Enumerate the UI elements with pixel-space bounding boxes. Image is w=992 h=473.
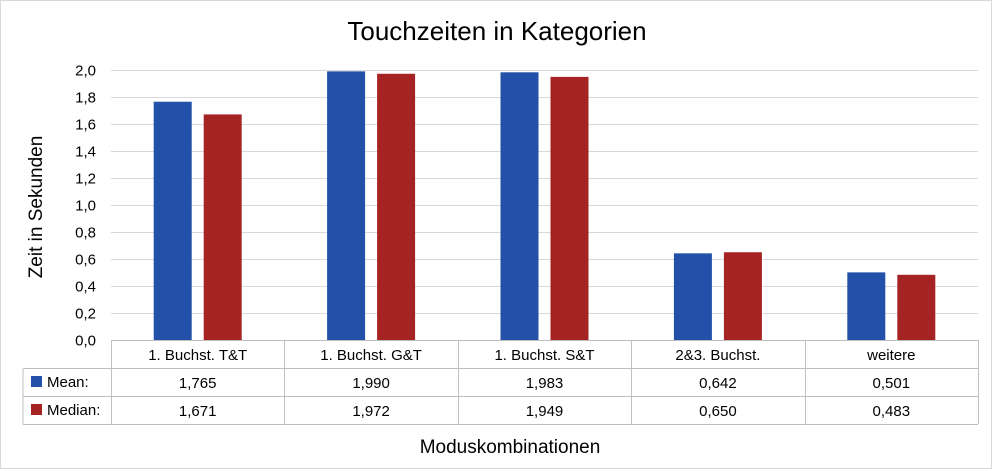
category-label: 1. Buchst. S&T [494,347,594,364]
data-value-label: 1,671 [179,403,217,420]
bars [153,71,936,341]
y-tick-label: 0,0 [75,333,96,350]
bar-median [897,274,936,340]
y-tick-label: 1,4 [75,144,96,161]
y-tick-label: 1,8 [75,90,96,107]
y-tick-label: 2,0 [75,63,96,80]
y-tick-label: 1,2 [75,171,96,188]
bar-mean [153,101,192,340]
data-value-label: 1,990 [352,375,390,392]
data-value-label: 1,983 [526,375,564,392]
data-value-label: 1,949 [526,403,564,420]
category-label: 2&3. Buchst. [675,347,760,364]
data-value-label: 1,972 [352,403,390,420]
legend-swatch [31,404,42,415]
data-value-label: 1,765 [179,375,217,392]
bar-mean [847,272,886,340]
y-tick-label: 1,6 [75,117,96,134]
legend-swatch [31,376,42,387]
y-tick-label: 0,4 [75,279,96,296]
bar-mean [673,253,712,340]
bar-median [723,252,762,340]
bar-median [377,73,416,340]
x-axis-label: Moduskombinationen [420,437,601,458]
bar-median [203,114,242,340]
data-value-label: 0,501 [873,375,911,392]
y-tick-label: 0,6 [75,252,96,269]
y-tick-label: 0,8 [75,225,96,242]
y-tick-label: 1,0 [75,198,96,215]
y-tick-label: 0,2 [75,306,96,323]
legend-label: Mean: [47,374,89,391]
category-label: 1. Buchst. T&T [148,347,247,364]
chart-title: Touchzeiten in Kategorien [347,16,646,46]
category-label: weitere [866,347,915,364]
gridlines [111,70,978,314]
bar-mean [500,72,539,341]
category-label: 1. Buchst. G&T [320,347,422,364]
legend-label: Median: [47,402,100,419]
data-value-label: 0,642 [699,375,737,392]
bar-median [550,76,589,340]
data-value-label: 0,483 [873,403,911,420]
data-table: 1. Buchst. T&T 1. Buchst. G&T 1. Buchst. S… [22,340,979,425]
bar-mean [327,71,366,340]
y-axis-ticks: 0,0 0,2 0,4 0,6 0,8 1,0 1,2 1,4 1,6 1,8 2,0 [75,63,96,350]
y-axis-label: Zeit in Sekunden [26,136,47,279]
data-value-label: 0,650 [699,403,737,420]
